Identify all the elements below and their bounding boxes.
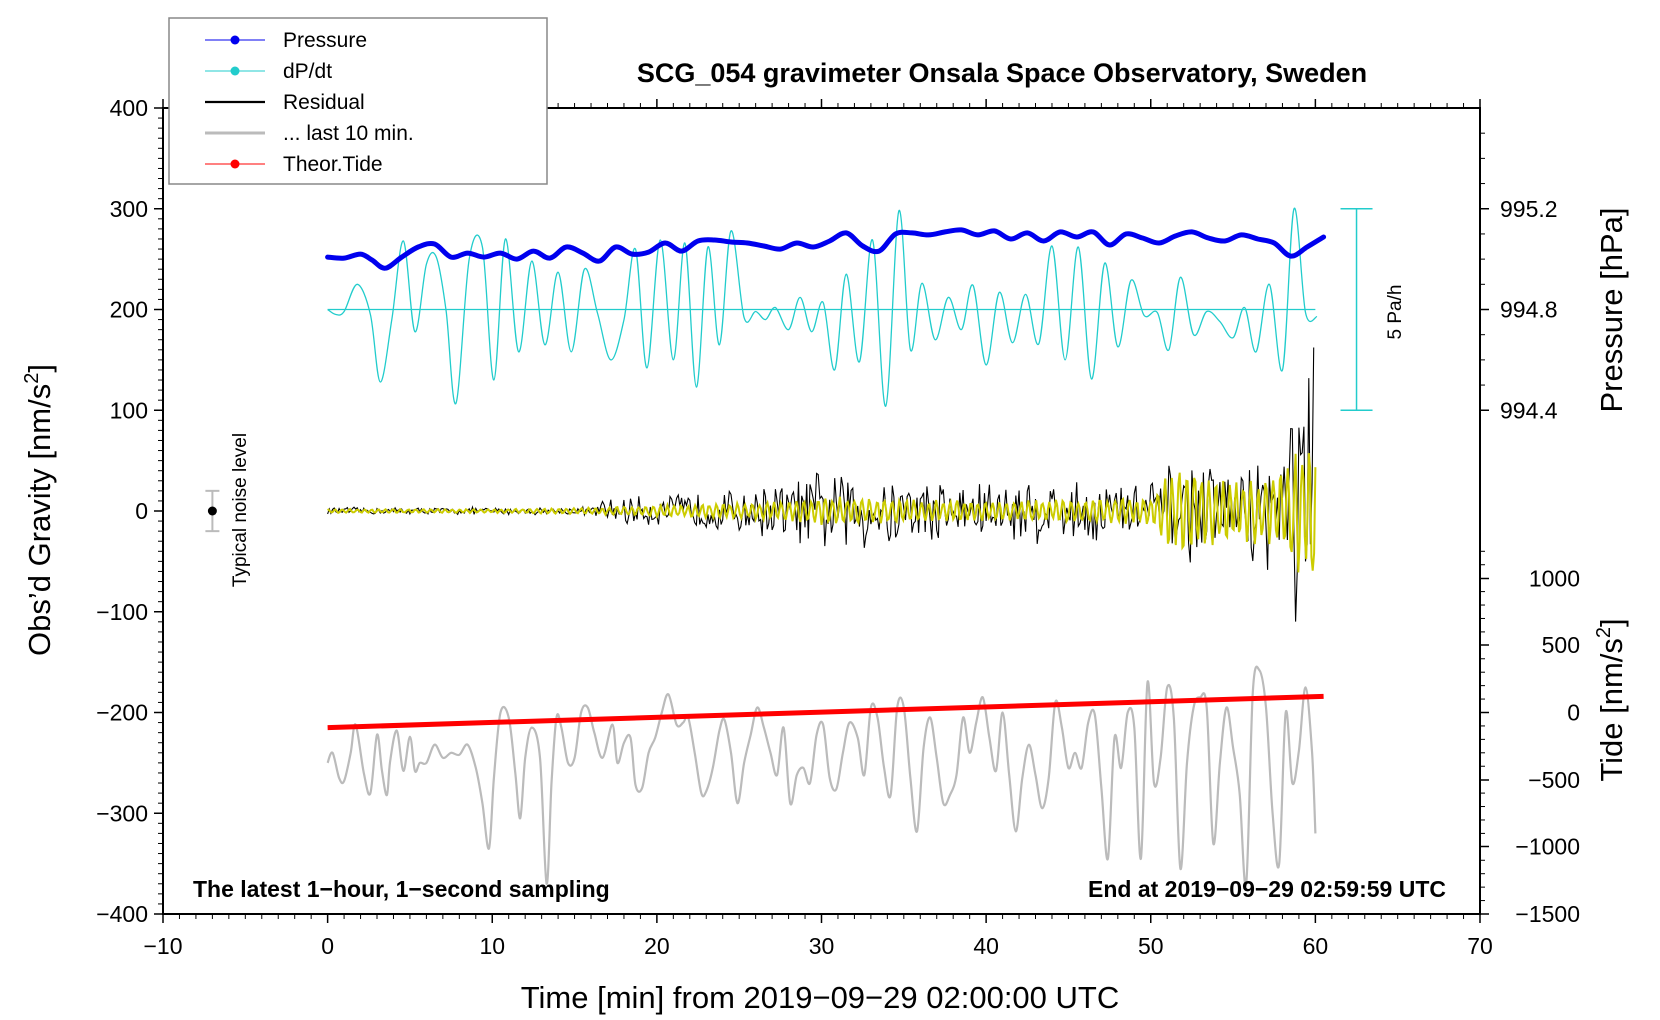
series-pressure (325, 227, 1327, 271)
x-tick-label: 10 (479, 933, 505, 959)
x-tick-label: 20 (644, 933, 670, 959)
y-axis-right-tide-title-close: ] (1594, 618, 1629, 627)
series-last-10-min (326, 665, 1317, 888)
pressure-tick-label: 994.8 (1500, 297, 1558, 323)
legend-label: dP/dt (283, 60, 332, 83)
legend-label: Theor.Tide (283, 153, 383, 176)
legend-label: ... last 10 min. (283, 122, 414, 145)
y-axis-right-tide-title-base: Tide [nm/s (1594, 638, 1629, 782)
tide-tick-label: −1500 (1515, 901, 1580, 927)
y-axis-right-pressure-title: Pressure [hPa] (1594, 207, 1629, 412)
legend-marker (230, 35, 240, 45)
legend-label: Pressure (283, 29, 367, 52)
y-axis-right-tide-title-sup: 2 (1593, 627, 1615, 638)
tide-tick-label: 500 (1542, 632, 1580, 658)
chart-title: SCG_054 gravimeter Onsala Space Observat… (637, 58, 1367, 88)
y-left-tick-label: −300 (96, 800, 148, 826)
tide-tick-label: 0 (1567, 700, 1580, 726)
y-axis-left-title: Obs’d Gravity [nm/s2] (21, 364, 57, 656)
pressure-tick-label: 995.2 (1500, 196, 1558, 222)
y-left-tick-label: 400 (110, 95, 148, 121)
legend-marker (230, 66, 240, 76)
y-left-tick-label: 300 (110, 196, 148, 222)
noise-level-marker (205, 489, 220, 533)
tide-tick-label: 1000 (1529, 566, 1580, 592)
tide-tick-label: −500 (1528, 767, 1580, 793)
noise-level-label: Typical noise level (230, 433, 251, 587)
y-left-tick-label: −400 (96, 901, 148, 927)
legend-label: Residual (283, 91, 365, 114)
annotation-bottom-right: End at 2019−09−29 02:59:59 UTC (1088, 876, 1446, 902)
y-left-tick-label: 0 (135, 498, 148, 524)
x-tick-label: 0 (321, 933, 334, 959)
y-left-tick-label: 200 (110, 297, 148, 323)
axes-layer: −10 0 10 20 30 40 50 60 704003002001000−100−200−… (96, 95, 1580, 959)
x-tick-label: 50 (1138, 933, 1164, 959)
y-axis-left-title-base: Obs’d Gravity [nm/s (22, 384, 57, 656)
y-left-tick-label: −200 (96, 700, 148, 726)
series-dpdt (327, 207, 1318, 407)
legend-marker (230, 159, 240, 169)
series-residual-filtered (326, 453, 1317, 573)
noise-point (207, 506, 217, 516)
x-tick-label: 60 (1303, 933, 1329, 959)
y-axis-left-title-close: ] (22, 364, 57, 373)
x-tick-label: 30 (809, 933, 835, 959)
tide-tick-label: −1000 (1515, 833, 1580, 859)
series-theor-tide (327, 693, 1324, 731)
x-tick-label: 40 (973, 933, 999, 959)
y-left-tick-label: 100 (110, 397, 148, 423)
y-axis-left-title-sup: 2 (21, 373, 43, 384)
y-axis-right-tide-title: Tide [nm/s2] (1593, 618, 1629, 781)
scale-bar-label: 5 Pa/h (1385, 285, 1406, 340)
pressure-tick-label: 994.4 (1500, 397, 1558, 423)
y-left-tick-label: −100 (96, 599, 148, 625)
legend: Pressure dP/dt Residual ... last 10 min. The… (168, 17, 548, 185)
x-axis-title: Time [min] from 2019−09−29 02:00:00 UTC (521, 980, 1120, 1015)
series-layer (325, 207, 1327, 888)
x-tick-label: −10 (143, 933, 182, 959)
x-tick-label: 70 (1467, 933, 1493, 959)
dpdt-scale-bar (1340, 208, 1373, 411)
annotation-bottom-left: The latest 1−hour, 1−second sampling (193, 876, 610, 902)
